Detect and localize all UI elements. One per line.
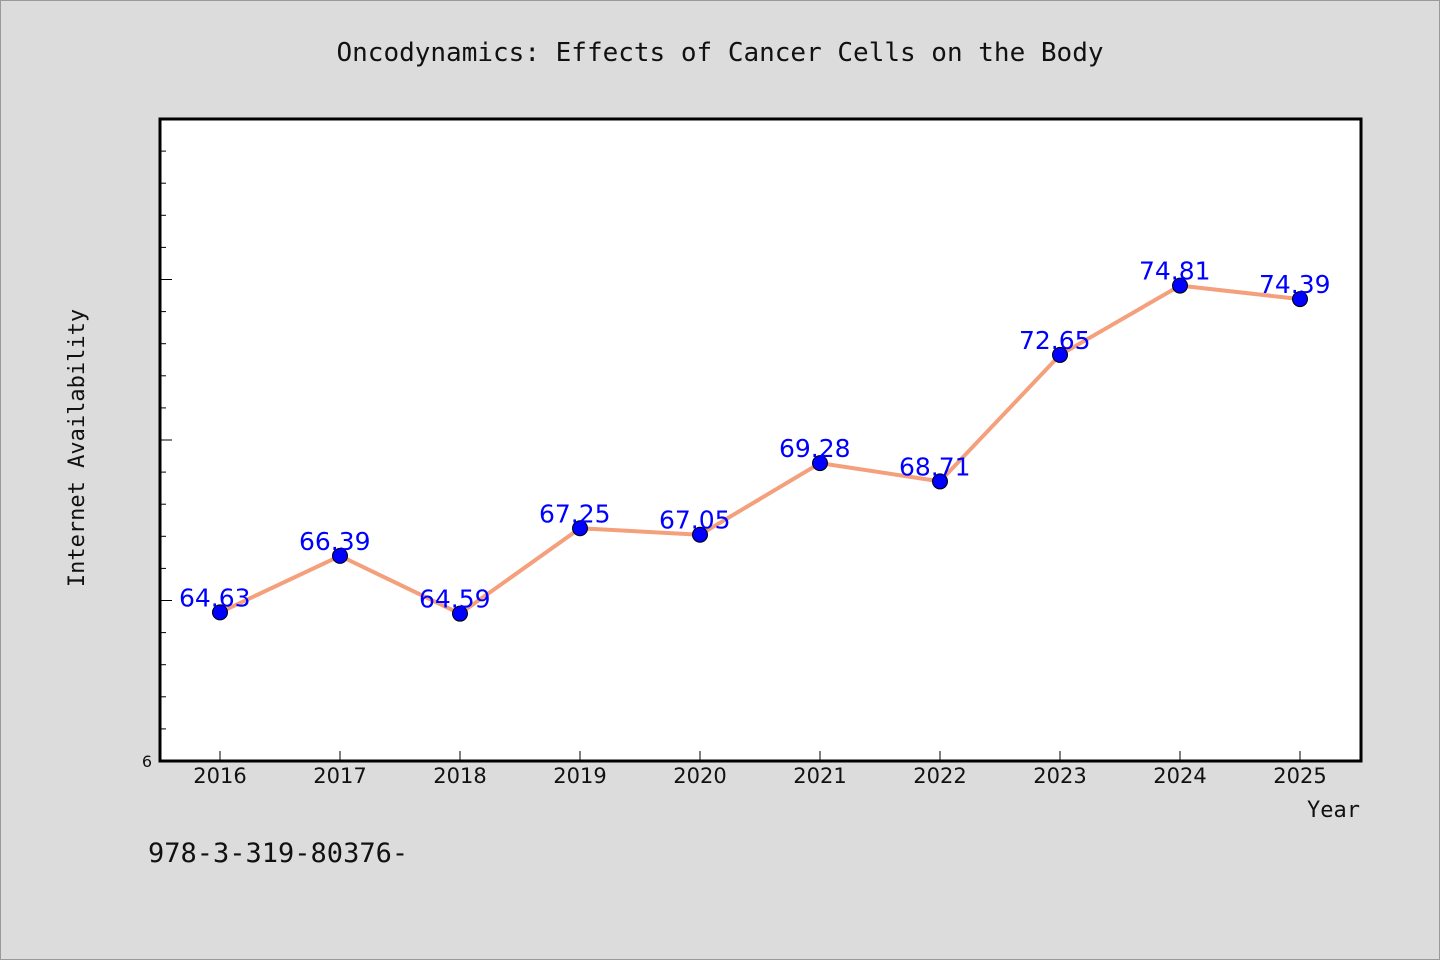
y-axis-ticks [160, 150, 172, 730]
x-axis-ticks: 2016 2017 2018 2019 2020 2021 2022 2023 2024 2025 [193, 751, 1327, 788]
data-label: 69.28 [779, 434, 851, 463]
x-tick-label: 2023 [1033, 764, 1086, 788]
data-label: 66.39 [299, 527, 371, 556]
data-point-marker [452, 605, 468, 622]
data-label: 67.05 [659, 506, 731, 535]
x-tick-label: 2021 [793, 764, 846, 788]
x-tick-label: 2024 [1153, 764, 1206, 788]
x-tick-label: 2020 [673, 764, 726, 788]
data-label: 72.65 [1019, 326, 1091, 355]
footnote: 978-3-319-80376- [148, 838, 408, 869]
data-point-marker [1292, 291, 1308, 308]
data-point-marker [932, 473, 948, 490]
data-point-marker [812, 455, 828, 472]
x-tick-label: 2017 [313, 764, 366, 788]
x-tick-label: 2016 [193, 764, 246, 788]
x-tick-label: 2025 [1273, 764, 1326, 788]
data-label: 74.39 [1259, 270, 1331, 299]
data-label: 64.59 [419, 585, 491, 614]
x-tick-label: 2019 [553, 764, 606, 788]
y-tick-label: 6 [142, 752, 152, 771]
x-axis-label: Year [1307, 798, 1360, 823]
series-line [219, 283, 1301, 616]
data-point-marker [572, 520, 588, 537]
data-point-marker [1052, 346, 1068, 363]
data-point-marker [212, 604, 228, 621]
data-label: 67.25 [539, 499, 611, 528]
x-tick-label: 2018 [433, 764, 486, 788]
data-label: 64.63 [179, 583, 251, 612]
y-axis-label: Internet Availability [65, 309, 90, 587]
data-label: 74.81 [1139, 257, 1211, 286]
chart-title: Oncodynamics: Effects of Cancer Cells on… [336, 38, 1103, 68]
x-tick-label: 2022 [913, 764, 966, 788]
data-point-marker [692, 526, 708, 543]
data-point-marker [1172, 277, 1188, 294]
plot-area [158, 117, 1363, 763]
data-point-marker [332, 547, 348, 564]
series-layer: 64.63 66.39 64.59 67.25 67.05 69.28 68.71 72.65… [179, 257, 1331, 622]
data-label: 68.71 [899, 452, 971, 481]
